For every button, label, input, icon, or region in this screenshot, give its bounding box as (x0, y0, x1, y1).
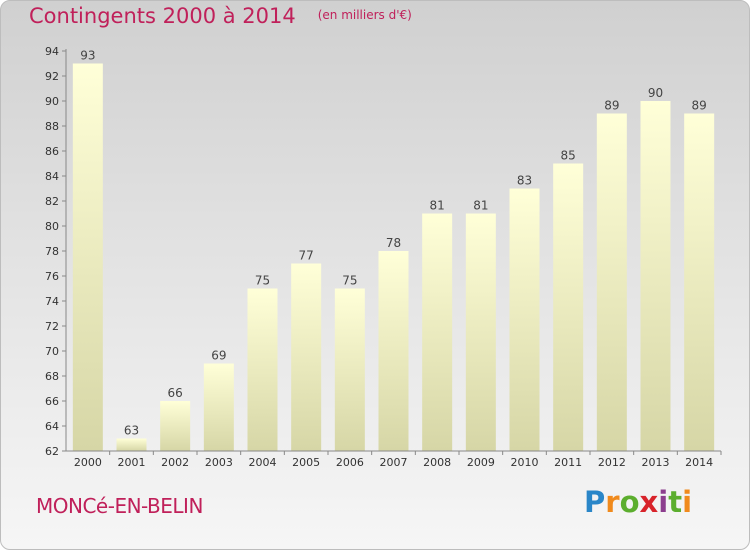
bar-value-label: 83 (517, 174, 532, 188)
bar-2001 (116, 438, 147, 451)
bar-value-label: 63 (124, 424, 139, 438)
bar-2002 (160, 401, 191, 451)
x-tick-label: 2010 (511, 456, 539, 469)
bar-2008 (422, 213, 453, 451)
y-tick-label: 76 (45, 270, 59, 283)
bar-2006 (334, 288, 365, 451)
x-tick-label: 2011 (554, 456, 582, 469)
chart-title: Contingents 2000 à 2014 (en milliers d'€) (29, 4, 412, 28)
x-tick-label: 2001 (118, 456, 146, 469)
bar-2005 (291, 263, 322, 451)
y-tick-label: 64 (45, 420, 59, 433)
bar-2000 (72, 63, 103, 451)
logo-letter: t (668, 485, 683, 519)
chart-unit-label: (en milliers d'€) (317, 8, 412, 22)
x-tick-label: 2013 (642, 456, 670, 469)
bar-value-label: 81 (430, 199, 445, 213)
bar-2003 (203, 363, 234, 451)
x-tick-label: 2009 (467, 456, 495, 469)
logo-letter: x (639, 485, 659, 519)
bar-value-label: 89 (604, 99, 619, 113)
bar-value-label: 78 (386, 236, 401, 250)
y-tick-label: 62 (45, 445, 59, 458)
bar-2010 (509, 188, 540, 451)
x-tick-label: 2014 (685, 456, 713, 469)
bar-value-label: 75 (342, 274, 357, 288)
bar-2009 (465, 213, 496, 451)
bar-2004 (247, 288, 278, 451)
y-tick-label: 88 (45, 120, 59, 133)
bar-2014 (684, 113, 715, 451)
logo-letter: o (619, 485, 640, 519)
logo-letter: i (682, 485, 693, 519)
bar-value-label: 69 (211, 349, 226, 363)
bar-value-label: 75 (255, 274, 270, 288)
y-tick-label: 80 (45, 220, 59, 233)
bar-2007 (378, 251, 409, 451)
x-tick-label: 2008 (423, 456, 451, 469)
bar-value-label: 66 (168, 386, 183, 400)
x-tick-label: 2012 (598, 456, 626, 469)
commune-name: MONCé-EN-BELIN (36, 494, 203, 518)
x-tick-label: 2003 (205, 456, 233, 469)
bar-2011 (553, 163, 584, 451)
bar-value-label: 93 (80, 49, 95, 63)
y-tick-label: 86 (45, 145, 59, 158)
y-tick-label: 94 (45, 45, 59, 58)
y-tick-label: 66 (45, 395, 59, 408)
x-tick-label: 2002 (161, 456, 189, 469)
logo-letter: r (605, 485, 620, 519)
x-tick-label: 2000 (74, 456, 102, 469)
x-tick-label: 2004 (249, 456, 277, 469)
x-tick-label: 2005 (292, 456, 320, 469)
bar-value-label: 77 (299, 249, 314, 263)
y-tick-label: 74 (45, 295, 59, 308)
bar-2012 (596, 113, 627, 451)
y-tick-label: 82 (45, 195, 59, 208)
y-tick-label: 84 (45, 170, 59, 183)
x-tick-label: 2007 (380, 456, 408, 469)
bar-value-label: 85 (561, 149, 576, 163)
y-tick-label: 78 (45, 245, 59, 258)
y-tick-label: 72 (45, 320, 59, 333)
chart-title-text: Contingents 2000 à 2014 (29, 4, 296, 28)
bar-value-label: 90 (648, 86, 663, 100)
y-tick-label: 70 (45, 345, 59, 358)
bar-2013 (640, 101, 671, 451)
y-tick-label: 92 (45, 70, 59, 83)
bar-value-label: 81 (473, 199, 488, 213)
logo-letter: i (658, 485, 669, 519)
bar-value-label: 89 (692, 99, 707, 113)
logo-letter: P (584, 485, 606, 519)
x-tick-label: 2006 (336, 456, 364, 469)
y-tick-label: 68 (45, 370, 59, 383)
y-tick-label: 90 (45, 95, 59, 108)
proxiti-logo: Proxiti (584, 485, 692, 519)
